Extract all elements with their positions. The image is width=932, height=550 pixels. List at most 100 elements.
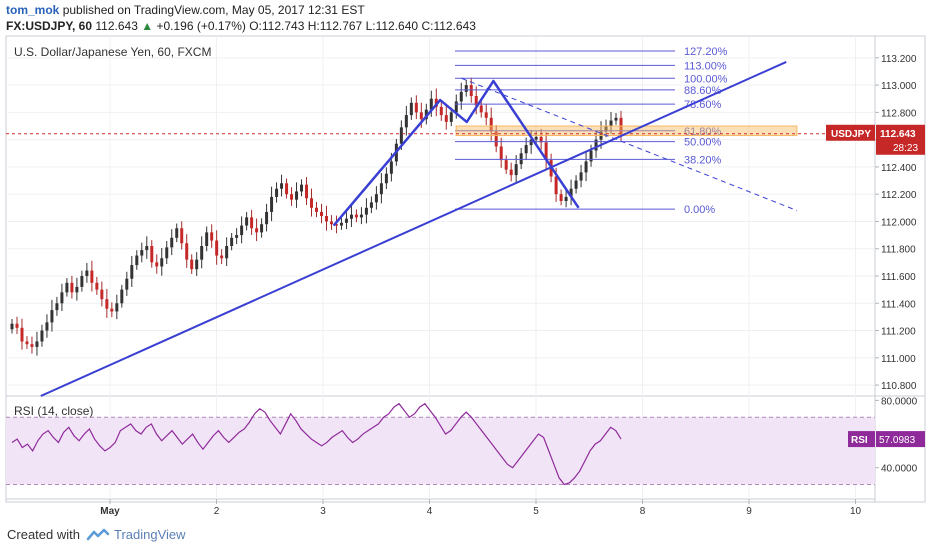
up-arrow-icon: ▲ — [141, 19, 154, 33]
fibonacci-retracement: 127.20% 113.00%100.00%88.60% 78.60% 61.80%5… — [455, 46, 728, 216]
candle-body — [609, 120, 613, 126]
candle-body — [85, 270, 89, 276]
candle-body — [384, 173, 388, 184]
candle-body — [310, 198, 314, 208]
time-tick-label-0: May — [100, 506, 120, 517]
candle-body — [110, 308, 114, 312]
candle-body — [60, 292, 64, 304]
ohlc-close-value: 112.643 — [433, 19, 476, 33]
symbol-badge — [826, 124, 875, 141]
candle-body — [559, 194, 563, 201]
fib-level-label-5: 61.80% — [684, 126, 722, 138]
price-tick-label-2: 112.800 — [881, 108, 917, 119]
chart-header: tom_mok published on TradingView.com, Ma… — [0, 0, 932, 34]
candle-body — [25, 341, 29, 345]
price-tick-label-10: 111.200 — [881, 327, 916, 338]
candle-body — [614, 117, 618, 121]
current-price-label: USDJPY 112.643 28:23 — [826, 124, 925, 155]
candle-body — [469, 85, 473, 96]
candle-body — [564, 196, 568, 201]
price-tick-label-6: 112.000 — [881, 217, 917, 228]
ohlc-low-label: L: — [365, 19, 376, 33]
rsi-band — [6, 417, 875, 485]
candle-body — [379, 183, 383, 195]
candle-body — [489, 117, 493, 132]
rising-trendline — [40, 60, 787, 397]
candle-body — [115, 303, 119, 312]
rsi-line — [11, 402, 622, 486]
candle-body — [464, 85, 468, 92]
time-tick-label-2: 3 — [320, 506, 326, 517]
candle-body — [344, 218, 348, 223]
candle-body — [374, 194, 378, 203]
candle-body — [369, 202, 373, 208]
candle-body — [265, 211, 269, 225]
tradingview-logo-icon — [86, 528, 110, 541]
candle-body — [175, 228, 179, 238]
created-with-text: Created with — [7, 527, 80, 542]
candle-body — [30, 344, 34, 347]
tradingview-brand[interactable]: TradingView — [114, 527, 186, 542]
price-change: +0.196 (+0.17%) — [156, 19, 246, 33]
candle-body — [349, 214, 353, 219]
symbol-badge-text: USDJPY — [831, 129, 871, 140]
candle-body — [160, 258, 164, 267]
candle-body — [444, 115, 448, 122]
candle-body — [449, 112, 453, 122]
price-value-text: 112.643 — [880, 129, 916, 140]
price-tick-label-1: 113.000 — [881, 81, 917, 92]
candle-body — [285, 183, 289, 195]
candle-body — [150, 246, 154, 263]
fib-level-label-1: 113.00% — [684, 60, 727, 72]
fib-level-label-4: 78.60% — [684, 99, 722, 111]
candle-body — [100, 289, 104, 300]
candle-body — [230, 237, 234, 246]
candle-body — [529, 139, 533, 146]
candle-body — [509, 169, 513, 176]
candle-body — [409, 102, 413, 116]
ohlc-low-value: 112.640 — [375, 19, 419, 33]
harmonic-pattern-line — [332, 79, 580, 227]
descending-channel-line — [461, 77, 798, 212]
price-tick-label-8: 111.600 — [881, 272, 916, 283]
candle-body — [329, 221, 333, 225]
candle-body — [589, 150, 593, 162]
rsi-tick-label-0: 80.0000 — [881, 396, 918, 407]
fib-level-label-3: 88.60% — [684, 85, 722, 97]
fib-level-label-0: 127.20% — [684, 46, 728, 58]
last-price: 112.643 — [95, 19, 138, 33]
time-tick-label-7: 10 — [850, 506, 862, 517]
candle-body — [544, 142, 548, 161]
candle-body — [120, 289, 124, 304]
candle-body — [130, 265, 134, 279]
candle-body — [145, 246, 149, 251]
symbol-label: FX:USDJPY, 60 — [6, 19, 93, 33]
candle-body — [524, 145, 528, 154]
rsi-pane: 80.0000 40.0000 RSI 57.0983 — [6, 396, 925, 486]
candle-body — [195, 259, 199, 270]
pattern-drawings — [6, 60, 875, 397]
candlestick-series — [10, 77, 623, 356]
candle-body — [554, 176, 558, 195]
author-link[interactable]: tom_mok — [6, 3, 60, 17]
ohlc-open-label: O: — [249, 19, 262, 33]
candle-body — [339, 222, 343, 226]
candle-body — [474, 96, 478, 106]
resistance-zone-rect — [455, 125, 798, 137]
candle-body — [70, 282, 74, 293]
candle-body — [75, 286, 79, 293]
time-tick-label-6: 9 — [746, 506, 752, 517]
candle-body — [215, 240, 219, 256]
time-axis: May 2 3 4 5 8 9 10 — [100, 499, 861, 517]
rsi-title: RSI (14, close) — [14, 404, 93, 418]
candle-body — [105, 299, 109, 309]
candle-body — [135, 255, 139, 266]
candle-body — [190, 259, 194, 270]
candle-body — [125, 278, 129, 290]
candle-body — [55, 303, 59, 311]
candle-body — [290, 194, 294, 200]
price-value-box — [876, 124, 925, 155]
candle-body — [235, 235, 239, 238]
candle-body — [534, 136, 538, 140]
